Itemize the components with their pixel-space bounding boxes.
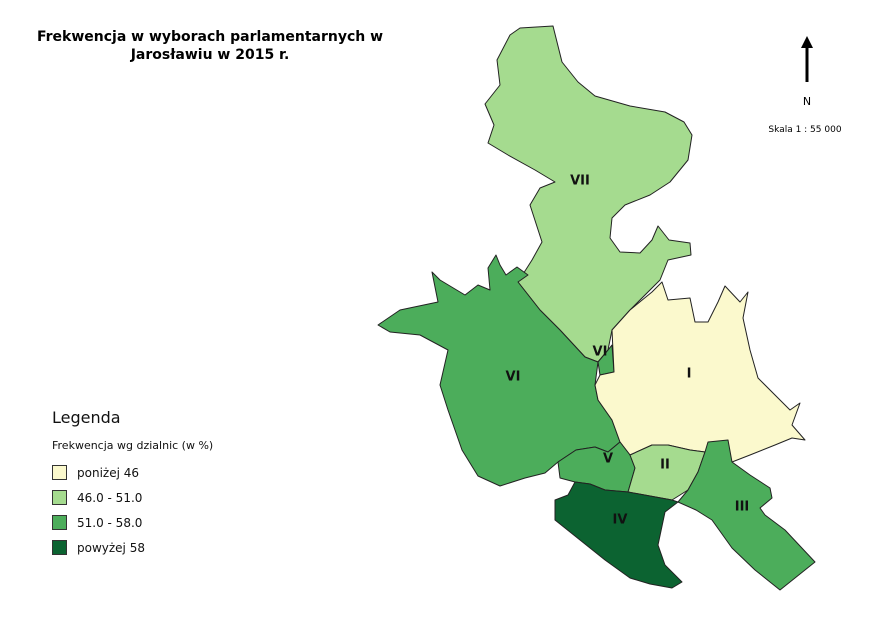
district-label-vi: VI	[506, 370, 521, 385]
legend-item: 51.0 - 58.0	[52, 510, 312, 535]
legend-swatch	[52, 540, 67, 555]
legend: Legenda Frekwencja wg dzialnic (w %) pon…	[52, 408, 312, 560]
legend-label: 46.0 - 51.0	[77, 490, 143, 505]
legend-item: 46.0 - 51.0	[52, 485, 312, 510]
legend-label: powyżej 58	[77, 540, 145, 555]
legend-item: powyżej 58	[52, 535, 312, 560]
legend-swatch	[52, 490, 67, 505]
map-title-line-1: Frekwencja w wyborach parlamentarnych w	[36, 29, 384, 45]
district-iv[interactable]	[554, 481, 683, 589]
north-label: N	[802, 95, 812, 108]
district-label-v: V	[603, 452, 613, 467]
district-label-vii: VII	[570, 174, 590, 189]
district-vi[interactable]	[377, 254, 621, 487]
district-label-vi-small: VI	[593, 345, 608, 360]
district-label-ii: II	[660, 458, 670, 473]
legend-subtitle: Frekwencja wg dzialnic (w %)	[52, 439, 214, 452]
map-title-line-2: Jarosławiu w 2015 r.	[130, 47, 290, 63]
legend-swatch	[52, 515, 67, 530]
legend-item: poniżej 46	[52, 460, 312, 485]
district-label-i: I	[687, 367, 692, 382]
legend-label: 51.0 - 58.0	[77, 515, 143, 530]
legend-label: poniżej 46	[77, 465, 139, 480]
north-arrow-icon	[801, 36, 813, 82]
district-iii[interactable]	[677, 439, 816, 591]
map-title: Frekwencja w wyborach parlamentarnych w …	[20, 28, 400, 64]
district-label-iv: IV	[613, 513, 628, 528]
district-vii[interactable]	[484, 25, 693, 363]
district-label-iii: III	[735, 500, 750, 515]
legend-swatch	[52, 465, 67, 480]
scale-label: Skala 1 : 55 000	[768, 125, 842, 135]
legend-title: Legenda	[52, 408, 121, 427]
